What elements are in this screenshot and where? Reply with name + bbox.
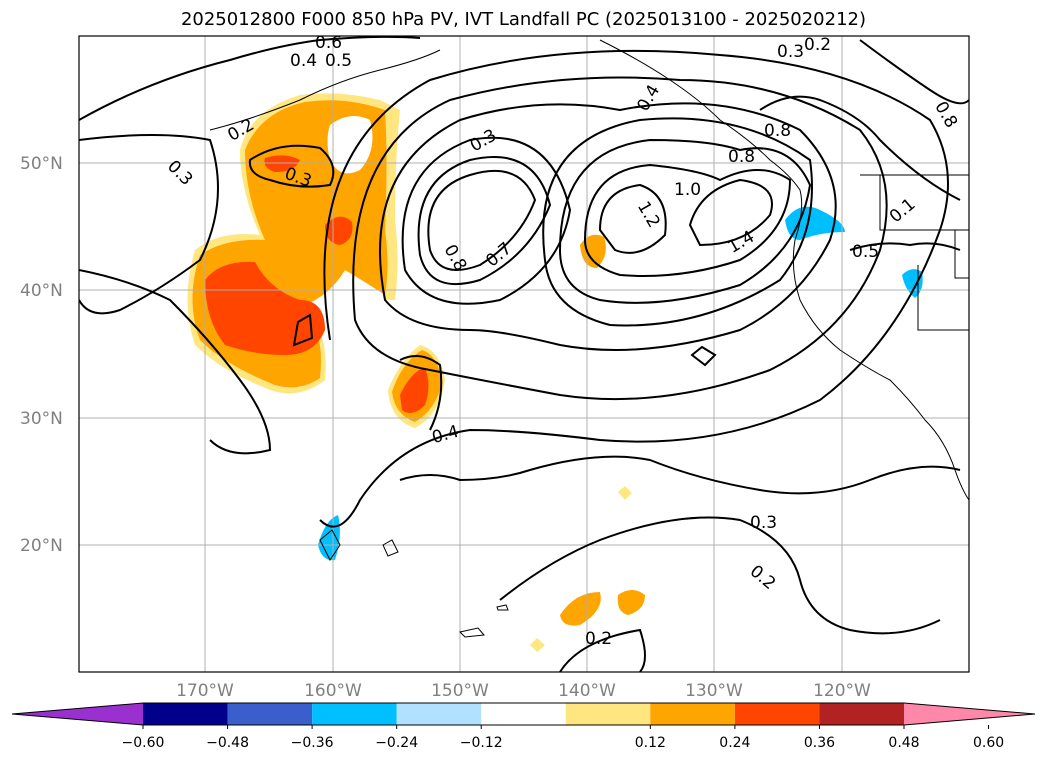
shade-red-west (205, 261, 325, 355)
colorbar-tick-label: −0.48 (206, 735, 249, 751)
colorbar-tick-label: −0.24 (375, 735, 418, 751)
colorbar-box (481, 703, 566, 725)
lon-label-160w: 160°W (304, 681, 362, 701)
colorbar-tick-label: 0.24 (719, 735, 750, 751)
shade-orange-south1 (560, 592, 601, 626)
shade-red-mid (400, 368, 429, 414)
svg-text:0.2: 0.2 (585, 629, 612, 649)
svg-text:1.0: 1.0 (674, 180, 701, 200)
shade-blue-oregon (785, 206, 845, 240)
svg-text:0.5: 0.5 (852, 242, 879, 262)
svg-text:0.3: 0.3 (777, 42, 804, 62)
colorbar-tick-label: 0.12 (635, 735, 666, 751)
svg-text:0.6: 0.6 (315, 33, 342, 53)
lat-label-40: 40°N (20, 281, 63, 301)
colorbar-extend-low (12, 703, 143, 725)
colorbar-box (143, 703, 228, 725)
shade-red-blob (325, 216, 353, 245)
colorbar-tick-label: −0.36 (291, 735, 334, 751)
lat-label-30: 30°N (20, 409, 63, 429)
colorbar-tick-label: 0.60 (973, 735, 1004, 751)
longitude-labels: 170°W 160°W 150°W 140°W 130°W 120°W (176, 681, 871, 701)
svg-text:0.2: 0.2 (804, 35, 831, 55)
graticule (79, 36, 969, 672)
shade-red-small (264, 155, 300, 172)
colorbar-tick-label: −0.12 (460, 735, 503, 751)
svg-text:0.8: 0.8 (728, 147, 755, 167)
colorbar-box (227, 703, 313, 725)
svg-text:0.4: 0.4 (290, 51, 317, 71)
colorbar-box (819, 703, 904, 725)
lat-label-50: 50°N (20, 154, 63, 174)
latitude-labels: 50°N 40°N 30°N 20°N (20, 154, 63, 556)
colorbar-box (396, 703, 482, 725)
lon-label-170w: 170°W (176, 681, 234, 701)
shade-orange-south4 (618, 486, 632, 500)
colorbar-tick-label: −0.60 (122, 735, 165, 751)
svg-text:0.5: 0.5 (325, 51, 352, 71)
colorbar-tick-label: 0.36 (804, 735, 835, 751)
pc-shading (187, 93, 923, 652)
coastlines (209, 39, 969, 638)
colorbar-box (565, 703, 651, 725)
svg-text:0.8: 0.8 (764, 121, 791, 141)
colorbar-tick-label: 0.48 (888, 735, 919, 751)
lon-label-130w: 130°W (685, 681, 743, 701)
svg-text:0.3: 0.3 (750, 513, 777, 533)
colorbar-box (650, 703, 735, 725)
map-border (78, 35, 970, 673)
shade-orange-south3 (530, 638, 545, 652)
map-title: 2025012800 F000 850 hPa PV, IVT Landfall… (180, 9, 867, 30)
colorbar: −0.60 −0.48 −0.36 −0.24 −0.12 0.12 0.24 0.36 0.4… (11, 702, 1036, 751)
colorbar-box (734, 703, 820, 725)
shade-orange-east (580, 234, 606, 268)
colorbar-extend-high (904, 703, 1035, 725)
pv-contours (79, 36, 969, 672)
lon-label-150w: 150°W (431, 681, 489, 701)
lon-label-140w: 140°W (558, 681, 616, 701)
lon-label-120w: 120°W (813, 681, 871, 701)
shade-orange-south2 (617, 590, 645, 615)
lat-label-20: 20°N (20, 536, 63, 556)
colorbar-box (312, 703, 397, 725)
shade-white-hole (327, 116, 373, 174)
